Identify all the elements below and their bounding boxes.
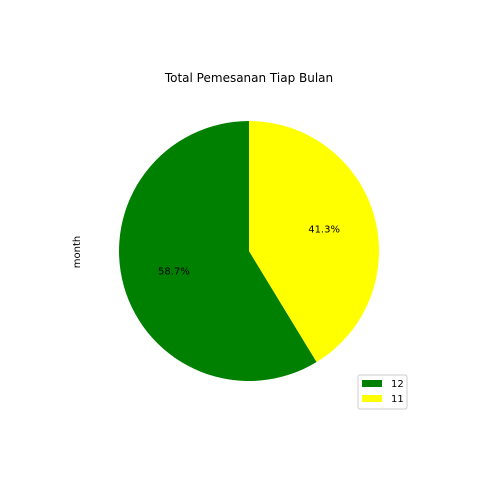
y-axis-label: month — [72, 236, 83, 268]
legend-swatch-12 — [362, 380, 382, 387]
pie-slice-11 — [249, 120, 380, 363]
pie-slice-12 — [119, 121, 317, 381]
percent-label-12: 58.7% — [158, 267, 190, 278]
legend-label-12: 12 — [391, 379, 404, 390]
legend-swatch-11 — [362, 395, 382, 402]
chart-title: Total Pemesanan Tiap Bulan — [164, 71, 333, 85]
legend-label-11: 11 — [391, 394, 404, 405]
pie-slices — [119, 120, 380, 381]
percent-labels: 58.7% 41.3% — [158, 224, 340, 277]
percent-label-11: 41.3% — [308, 224, 340, 235]
